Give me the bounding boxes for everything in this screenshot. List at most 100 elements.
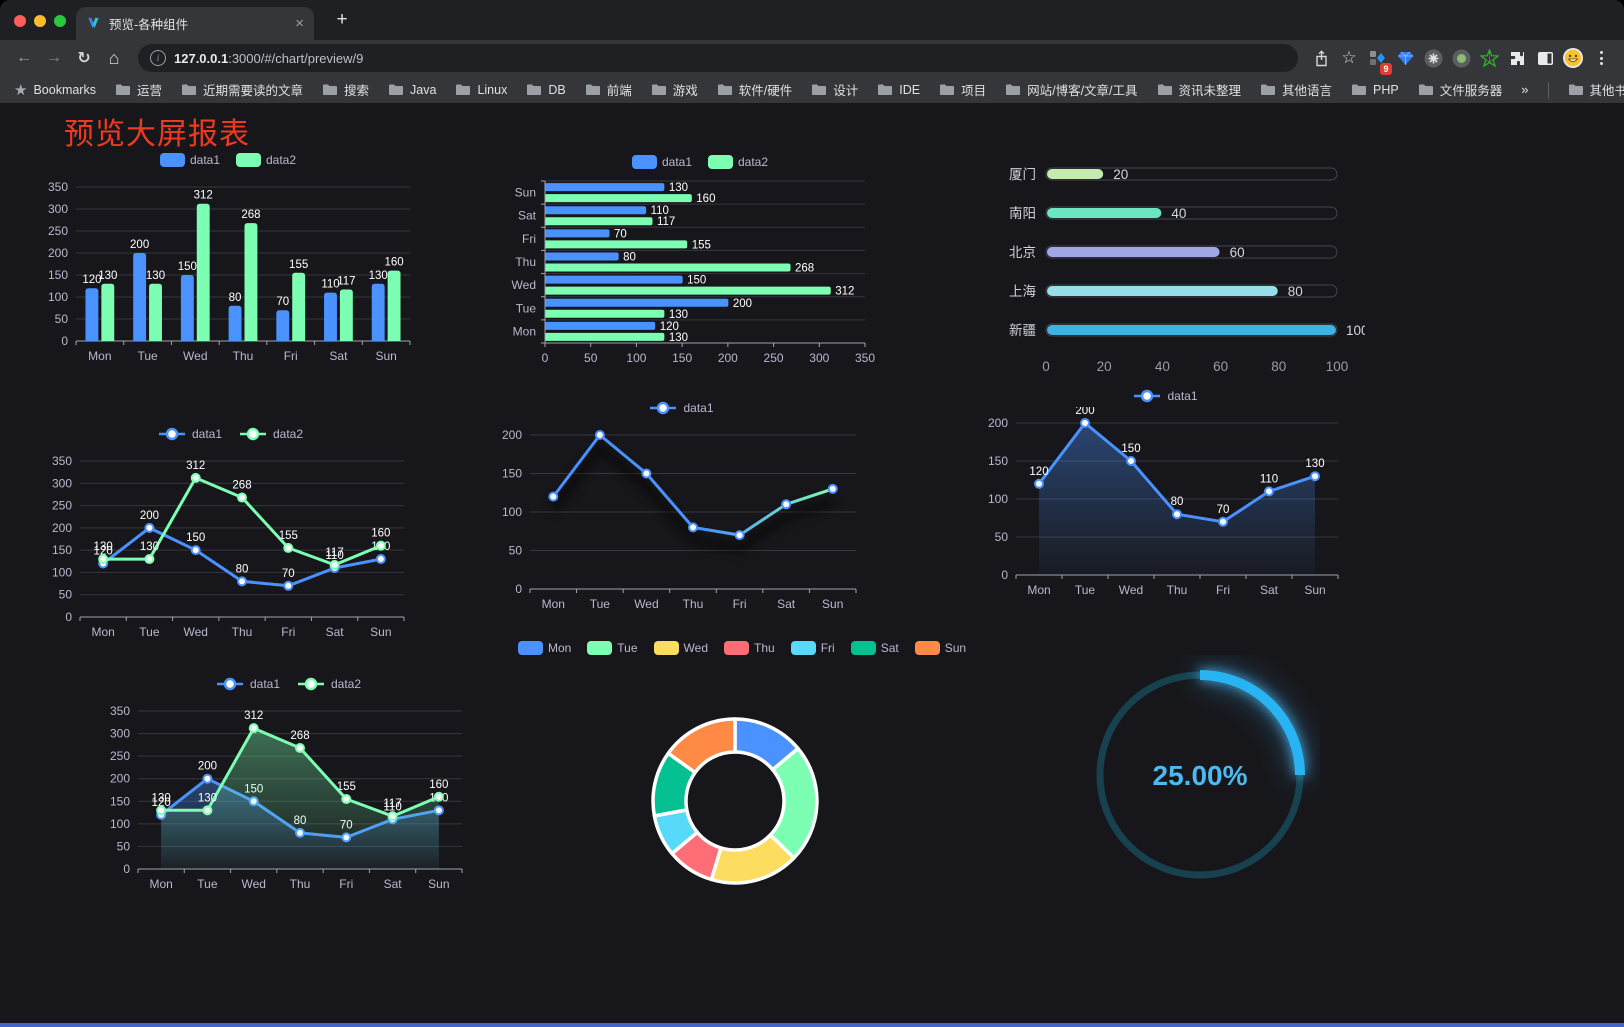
svg-text:Thu: Thu: [683, 597, 704, 611]
bookmark-item[interactable]: 搜索: [322, 80, 369, 99]
progress-bars-canvas[interactable]: 厦门 20 南阳 40 北京 60 上海 80 新疆 100 0 20 40 60 80 100: [990, 155, 1365, 385]
svg-text:Mon: Mon: [91, 625, 114, 639]
legend-item[interactable]: data2: [238, 427, 303, 441]
legend-item[interactable]: Sun: [914, 641, 966, 655]
bookmark-item[interactable]: 文件服务器: [1418, 80, 1502, 99]
data-point: [641, 468, 652, 479]
menu-kebab-icon[interactable]: [1588, 44, 1614, 72]
legend-item[interactable]: data2: [296, 677, 361, 691]
data-point: [688, 522, 698, 533]
progress-bar-chart[interactable]: 厦门 20 南阳 40 北京 60 上海 80 新疆 100 0 20 40 60 80 100: [990, 155, 1365, 385]
bookmarks-overflow-chevron[interactable]: »: [1521, 82, 1529, 97]
active-tab[interactable]: 预览-各种组件 ×: [76, 7, 314, 40]
svg-text:110: 110: [651, 205, 669, 217]
svg-text:200: 200: [1075, 407, 1094, 417]
svg-text:130: 130: [94, 541, 113, 553]
legend-item[interactable]: data1: [631, 155, 692, 169]
bookmark-item[interactable]: 前端: [585, 80, 632, 99]
bookmark-item[interactable]: DB: [526, 80, 566, 99]
gradient-line-chart[interactable]: data1 0 50 100 150 200 Mon Tue Wed Thu Fri Sat Sun: [490, 397, 872, 615]
legend-item[interactable]: data1: [215, 677, 280, 691]
svg-text:70: 70: [282, 568, 295, 580]
legend-item[interactable]: Mon: [517, 641, 571, 655]
forward-button[interactable]: →: [46, 49, 62, 66]
tab-close-icon[interactable]: ×: [295, 15, 304, 32]
area-single-canvas[interactable]: 0 50 100 150 200 Mon Tue Wed Thu Fri Sat Sun 120 200 1…: [976, 407, 1354, 601]
extension-gem-icon[interactable]: [1392, 44, 1418, 72]
legend-item[interactable]: Thu: [724, 641, 775, 655]
bar: [101, 283, 115, 341]
side-panel-icon[interactable]: [1532, 44, 1558, 72]
address-bar[interactable]: i 127.0.0.1:3000/#/chart/preview/9: [138, 44, 1298, 72]
bookmark-item[interactable]: 网站/博客/文章/工具: [1005, 80, 1138, 99]
bookmark-label: IDE: [899, 82, 921, 97]
donut-chart[interactable]: Mon Tue Wed Thu Fri Sat Sun: [517, 637, 966, 899]
bookmark-item[interactable]: Linux: [455, 80, 507, 99]
horizontal-bar-chart[interactable]: data1 data2 0 50 100 150 200 250 300 350 Sun 130 160…: [503, 151, 897, 369]
home-button[interactable]: ⌂: [108, 47, 120, 68]
gauge-canvas[interactable]: 25.00%: [1080, 655, 1320, 895]
legend-item[interactable]: Fri: [790, 641, 835, 655]
two-series-area-chart[interactable]: data1 data2 0 50 100 150 200 250 300 350 Mon Tue Wed…: [98, 673, 478, 895]
legend-marker-icon: [1134, 389, 1161, 403]
bookmarks-root[interactable]: ★ Bookmarks: [14, 81, 96, 99]
gauge-chart[interactable]: 25.00%: [1080, 655, 1320, 895]
reload-button[interactable]: ↻: [77, 50, 91, 67]
single-area-chart[interactable]: data1 0 50 100 150 200 Mon Tue Wed Thu Fri Sat Sun 12…: [976, 385, 1354, 601]
bookmark-item[interactable]: 项目: [939, 80, 986, 99]
line-two-series-canvas[interactable]: 0 50 100 150 200 250 300 350 Mon Tue Wed Thu Fri Sat S…: [40, 445, 420, 643]
bookmark-item[interactable]: 游戏: [651, 80, 698, 99]
legend-item[interactable]: data2: [236, 153, 296, 167]
line-two-series-legend: data1 data2: [157, 423, 303, 445]
profile-avatar[interactable]: [1560, 44, 1586, 72]
bookmark-item[interactable]: 其他语言: [1260, 80, 1332, 99]
new-tab-button[interactable]: +: [336, 9, 348, 30]
donut-canvas[interactable]: [548, 659, 936, 899]
legend-item[interactable]: Tue: [587, 641, 638, 655]
close-window-button[interactable]: [14, 15, 26, 27]
extensions-puzzle-icon[interactable]: [1504, 44, 1530, 72]
grouped-bar-chart[interactable]: data1 data2 0 50 100 150 200 250 300 350 Mon Tue Wed…: [36, 149, 420, 367]
two-series-line-chart[interactable]: data1 data2 0 50 100 150 200 250 300 350 Mon Tue Wed…: [40, 423, 420, 643]
minimize-window-button[interactable]: [34, 15, 46, 27]
extension-recorder-icon[interactable]: [1448, 44, 1474, 72]
svg-text:Sun: Sun: [1304, 583, 1325, 597]
legend-item[interactable]: data1: [157, 427, 222, 441]
bookmark-item[interactable]: Java: [388, 80, 436, 99]
site-info-icon[interactable]: i: [150, 50, 166, 66]
share-button[interactable]: [1308, 44, 1334, 72]
legend-item[interactable]: data2: [708, 155, 768, 169]
other-bookmarks-folder[interactable]: 其他书签: [1568, 80, 1624, 99]
legend-item[interactable]: Sat: [850, 641, 899, 655]
data-point: [1310, 471, 1320, 482]
zoom-window-button[interactable]: [54, 15, 66, 27]
svg-text:上海: 上海: [1009, 284, 1036, 299]
bookmark-item[interactable]: 资讯未整理: [1157, 80, 1241, 99]
legend-item[interactable]: data1: [648, 401, 714, 415]
extension-command-icon[interactable]: [1420, 44, 1446, 72]
bookmark-item[interactable]: IDE: [877, 80, 920, 99]
bookmarks-star-icon: ★: [14, 81, 28, 99]
bookmark-item[interactable]: 运营: [115, 80, 162, 99]
data-point: [98, 554, 109, 565]
legend-marker-icon: [298, 677, 324, 691]
legend-item[interactable]: data1: [1132, 389, 1198, 403]
bookmark-page-star-icon[interactable]: ☆: [1341, 48, 1357, 67]
svg-text:Thu: Thu: [515, 255, 536, 269]
bookmark-item[interactable]: 软件/硬件: [717, 80, 792, 99]
extension-green-star-icon[interactable]: [1476, 44, 1502, 72]
svg-text:20: 20: [1113, 167, 1128, 182]
bar-grouped-canvas[interactable]: 0 50 100 150 200 250 300 350 Mon Tue Wed Thu Fri Sat S…: [36, 171, 420, 367]
svg-text:130: 130: [369, 270, 388, 282]
legend-item[interactable]: Wed: [653, 641, 708, 655]
line-gradient-canvas[interactable]: 0 50 100 150 200 Mon Tue Wed Thu Fri Sat Sun: [490, 419, 872, 615]
legend-item[interactable]: data1: [159, 153, 220, 167]
bookmark-item[interactable]: 设计: [811, 80, 858, 99]
bookmark-item[interactable]: PHP: [1351, 80, 1399, 99]
back-button[interactable]: ←: [16, 49, 32, 66]
bar-grouped-legend: data1 data2: [159, 149, 296, 171]
bookmark-item[interactable]: 近期需要读的文章: [181, 80, 303, 99]
area-two-series-canvas[interactable]: 0 50 100 150 200 250 300 350 Mon Tue Wed Thu Fri Sat S…: [98, 695, 478, 895]
extension-tampermonkey-icon[interactable]: 9: [1364, 44, 1392, 75]
